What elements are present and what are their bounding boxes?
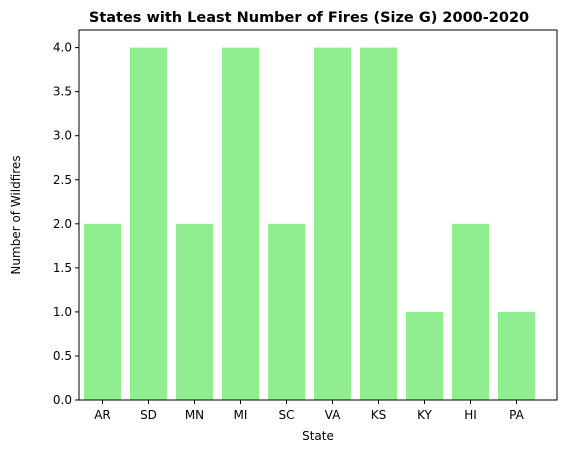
y-tick-label: 0.5 [53, 349, 72, 363]
bar-mi [222, 47, 259, 401]
x-tick-label: SD [140, 408, 157, 422]
y-tick-label: 4.0 [53, 41, 72, 55]
x-tick-label: PA [509, 408, 524, 422]
x-axis: AR SD MN MI SC VA KS KY HI PA [94, 400, 525, 422]
x-tick-label: VA [325, 408, 341, 422]
y-tick-label: 2.0 [53, 217, 72, 231]
y-axis-label: Number of Wildfires [9, 155, 23, 274]
x-tick-label: HI [464, 408, 477, 422]
bar-ky [406, 311, 443, 400]
y-axis: 0.0 0.5 1.0 1.5 2.0 2.5 3.0 3.5 4.0 [53, 41, 79, 407]
bar-va [314, 47, 351, 401]
bars-group [84, 47, 535, 401]
x-tick-label: KS [371, 408, 387, 422]
bar-mn [176, 223, 213, 400]
y-tick-label: 0.0 [53, 393, 72, 407]
x-tick-label: SC [279, 408, 295, 422]
bar-sd [130, 47, 167, 401]
bar-sc [268, 223, 305, 400]
x-tick-label: MN [185, 408, 204, 422]
x-tick-label: MI [234, 408, 248, 422]
chart-title: States with Least Number of Fires (Size … [89, 10, 529, 26]
x-tick-label: AR [94, 408, 111, 422]
bar-ar [84, 223, 121, 400]
bar-hi [452, 223, 489, 400]
y-tick-label: 1.5 [53, 261, 72, 275]
y-tick-label: 2.5 [53, 173, 72, 187]
y-tick-label: 3.5 [53, 85, 72, 99]
x-axis-label: State [302, 429, 334, 443]
x-tick-label: KY [417, 408, 432, 422]
bar-pa [498, 311, 535, 400]
plot-frame [78, 29, 558, 401]
y-tick-label: 1.0 [53, 305, 72, 319]
bar-ks [360, 47, 397, 401]
y-tick-label: 3.0 [53, 129, 72, 143]
